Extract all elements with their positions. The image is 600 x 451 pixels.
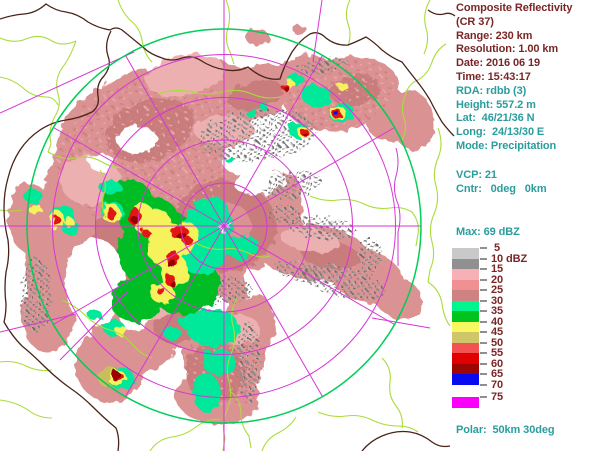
country-border	[0, 3, 456, 451]
graticule-lines	[0, 0, 431, 361]
radar-echoes	[8, 25, 435, 424]
radial-lines	[0, 0, 421, 451]
county-borders	[0, 0, 451, 451]
max-echo-pixel	[335, 112, 339, 116]
polar-grid	[0, 0, 431, 451]
outer-range-ring	[26, 28, 422, 424]
